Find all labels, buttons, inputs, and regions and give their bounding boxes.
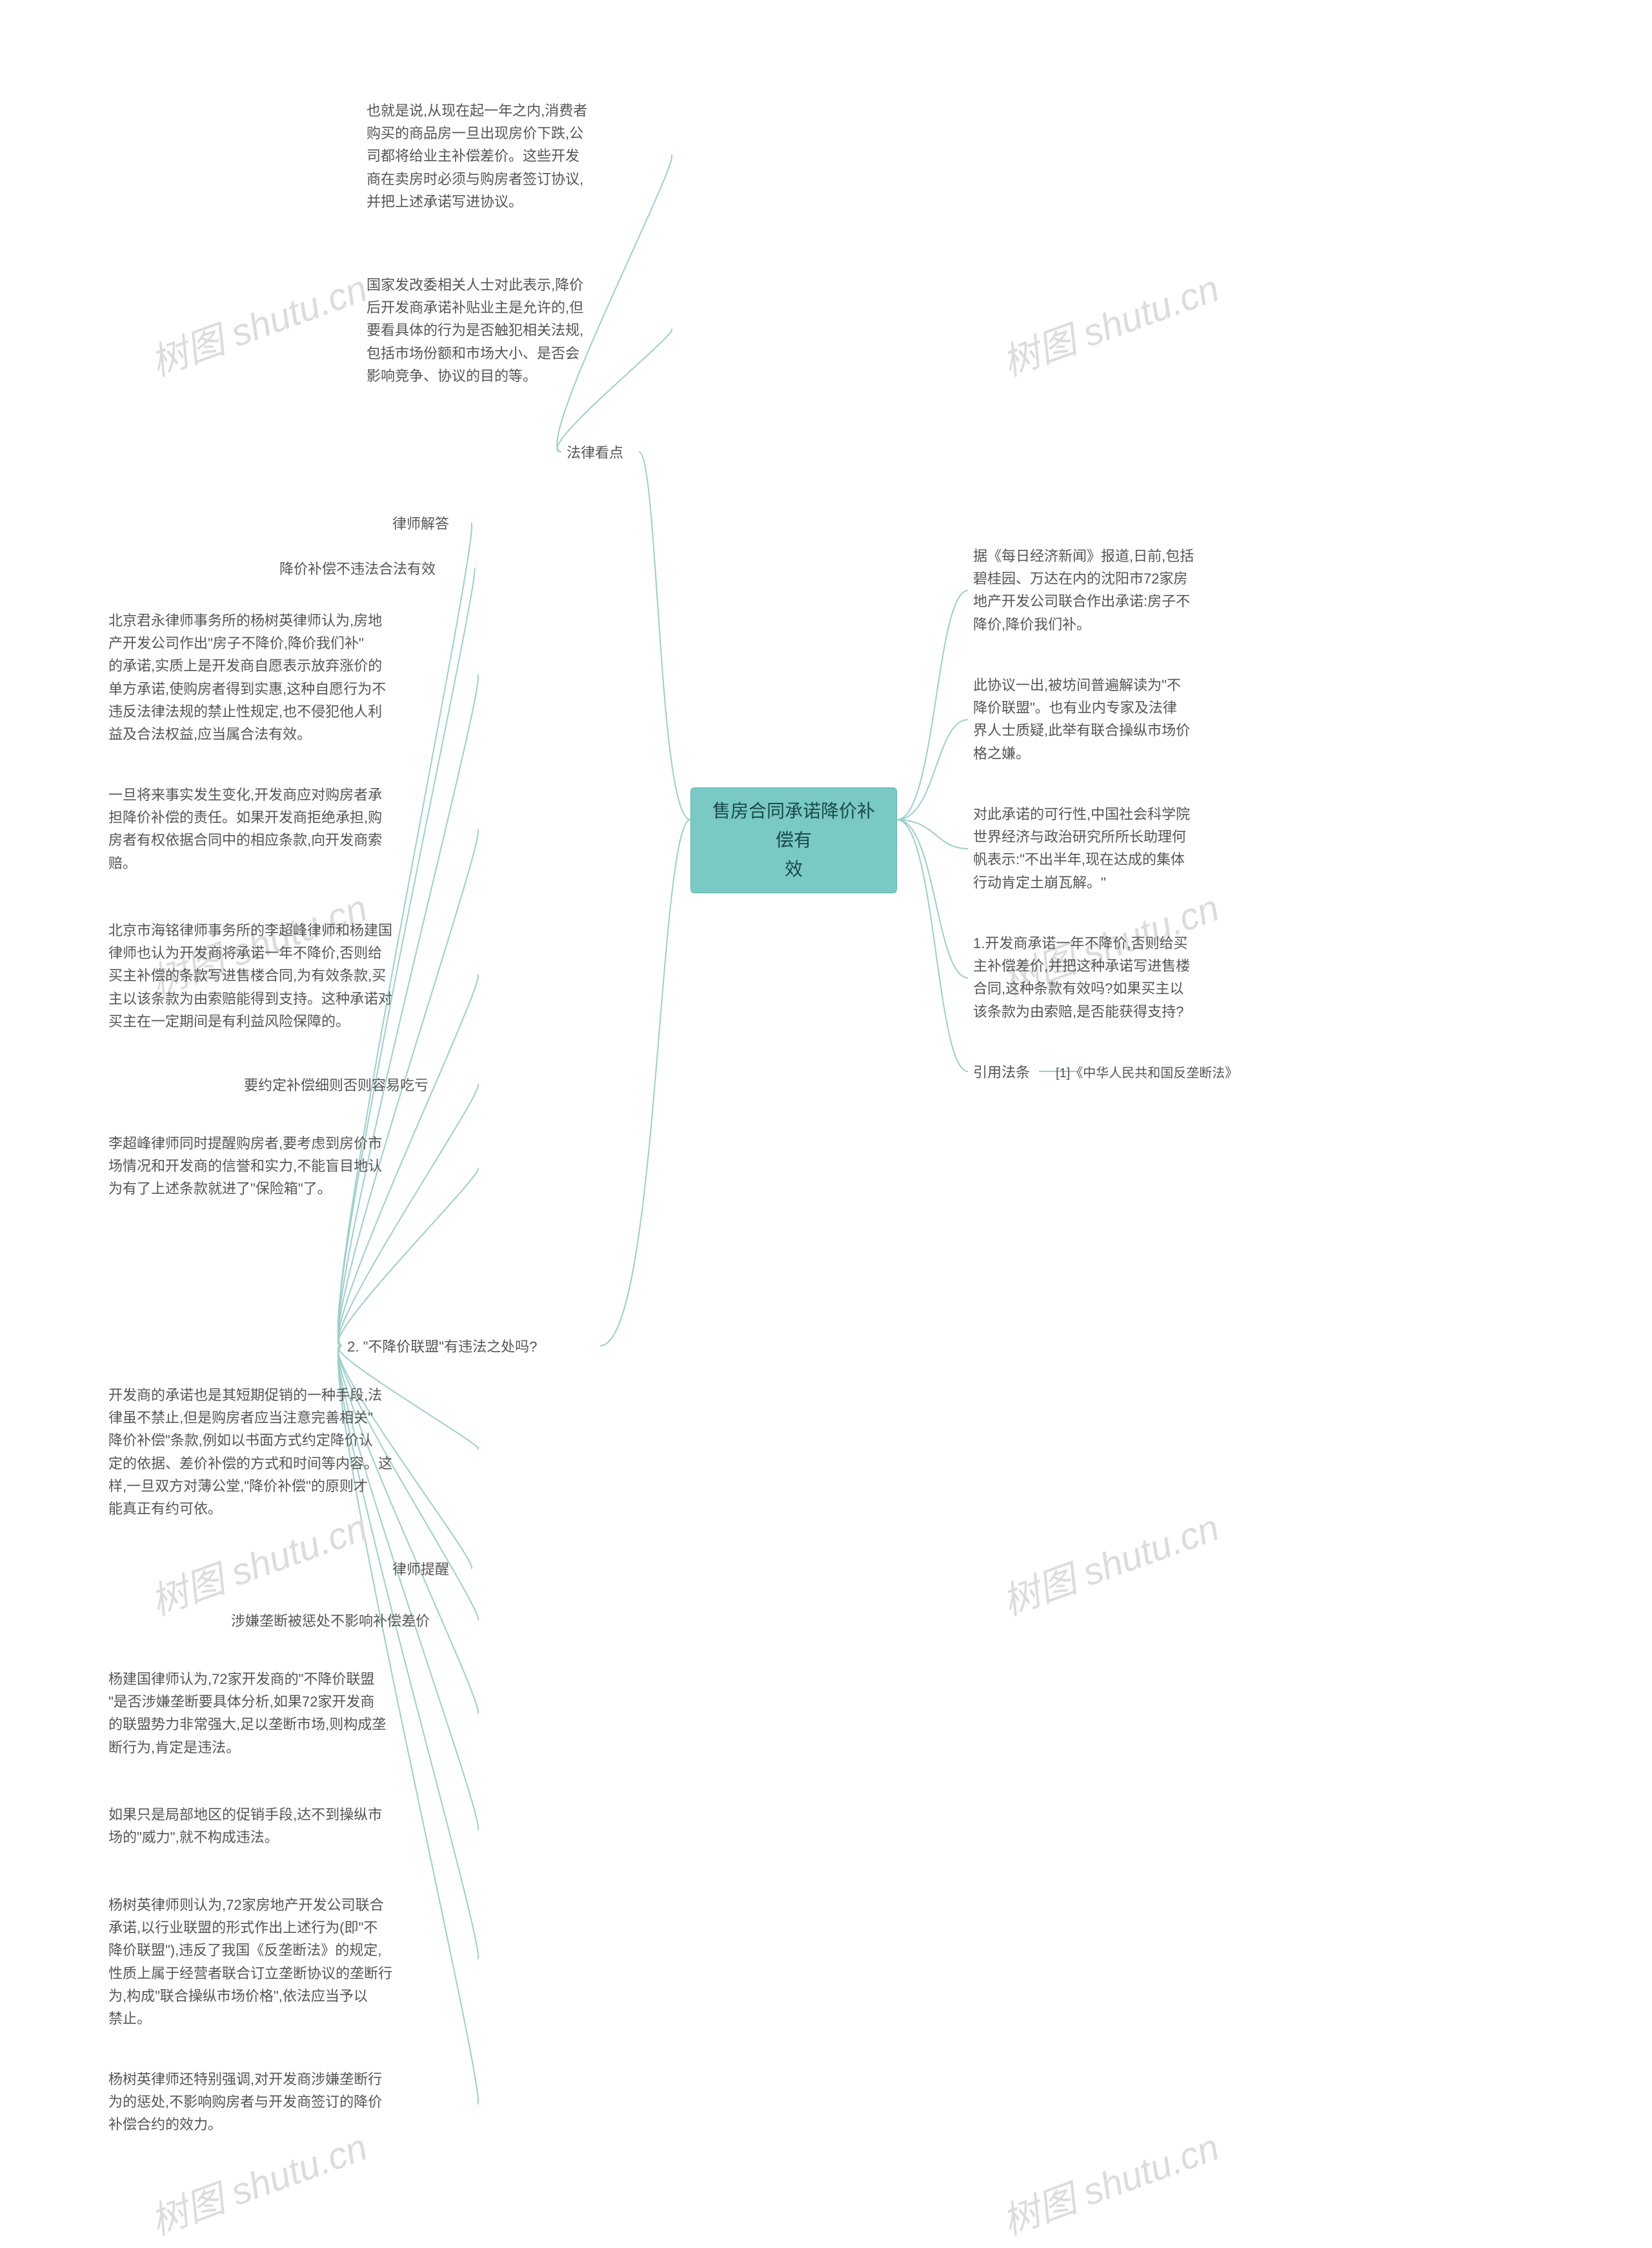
bottomleft-node-1[interactable]: 降价补偿不违法合法有效 [274,555,474,583]
link-node-1[interactable]: 2. "不降价联盟"有违法之处吗? [342,1333,600,1361]
watermark: 树图 shutu.cn [994,258,1225,387]
bottomleft-node-8[interactable]: 律师提醒 [387,1555,471,1583]
bottomleft-node-12[interactable]: 杨树英律师则认为,72家房地产开发公司联合 承诺,以行业联盟的形式作出上述行为(… [103,1891,478,2032]
bottomleft-node-13[interactable]: 杨树英律师还特别强调,对开发商涉嫌垄断行 为的惩处,不影响购房者与开发商签订的降… [103,2065,478,2139]
right-node-label: 引用法条 [973,1064,1030,1080]
bottomleft-node-6[interactable]: 李超峰律师同时提醒购房者,要考虑到房价市 场情况和开发商的信誉和实力,不能盲目地… [103,1129,478,1203]
link-node-0[interactable]: 法律看点 [561,439,639,467]
bottomleft-node-5[interactable]: 要约定补偿细则否则容易吃亏 [239,1071,478,1099]
topleft-node-1[interactable]: 国家发改委相关人士对此表示,降价 后开发商承诺补贴业主是允许的,但 要看具体的行… [361,271,671,390]
right-node-1[interactable]: 此协议一出,被坊间普遍解读为"不 降价联盟"。也有业内专家及法律 界人士质疑,此… [968,671,1297,767]
bottomleft-node-10[interactable]: 杨建国律师认为,72家开发商的"不降价联盟 "是否涉嫌垄断要具体分析,如果72家… [103,1665,478,1761]
right-node-0[interactable]: 据《每日经济新闻》报道,日前,包括 碧桂园、万达在内的沈阳市72家房 地产开发公… [968,542,1297,638]
bottomleft-node-9[interactable]: 涉嫌垄断被惩处不影响补偿差价 [226,1607,478,1635]
bottomleft-node-2[interactable]: 北京君永律师事务所的杨树英律师认为,房地 产开发公司作出"房子不降价,降价我们补… [103,607,478,748]
right-node-2[interactable]: 对此承诺的可行性,中国社会科学院 世界经济与政治研究所所长助理何 帆表示:"不出… [968,800,1297,896]
bottomleft-node-4[interactable]: 北京市海铭律师事务所的李超峰律师和杨建国 律师也认为开发商将承诺一年不降价,否则… [103,916,478,1035]
mindmap-canvas: 树图 shutu.cn 树图 shutu.cn 树图 shutu.cn 树图 shut… [0,0,1652,2248]
watermark: 树图 shutu.cn [994,1497,1225,1626]
watermark: 树图 shutu.cn [994,2117,1225,2245]
bottomleft-node-7[interactable]: 开发商的承诺也是其短期促销的一种手段,法 律虽不禁止,但是购房者应当注意完善相关… [103,1381,478,1523]
topleft-node-0[interactable]: 也就是说,从现在起一年之内,消费者 购买的商品房一旦出现房价下跌,公 司都将给业… [361,97,671,216]
right-node-3[interactable]: 1.开发商承诺一年不降价,否则给买 主补偿差价,并把这种承诺写进售楼 合同,这种… [968,929,1297,1026]
watermark: 树图 shutu.cn [142,258,374,387]
bottomleft-node-11[interactable]: 如果只是局部地区的促销手段,达不到操纵市 场的"威力",就不构成违法。 [103,1801,478,1851]
right-node-4[interactable]: 引用法条 [1]《中华人民共和国反垄断法》 [968,1058,1420,1086]
right-node-child-label: [1]《中华人民共和国反垄断法》 [1056,1066,1238,1080]
bottomleft-node-3[interactable]: 一旦将来事实发生变化,开发商应对购房者承 担降价补偿的责任。如果开发商拒绝承担,… [103,781,478,877]
bottomleft-node-0[interactable]: 律师解答 [387,510,471,538]
mindmap-root[interactable]: 售房合同承诺降价补偿有 效 [690,787,897,893]
